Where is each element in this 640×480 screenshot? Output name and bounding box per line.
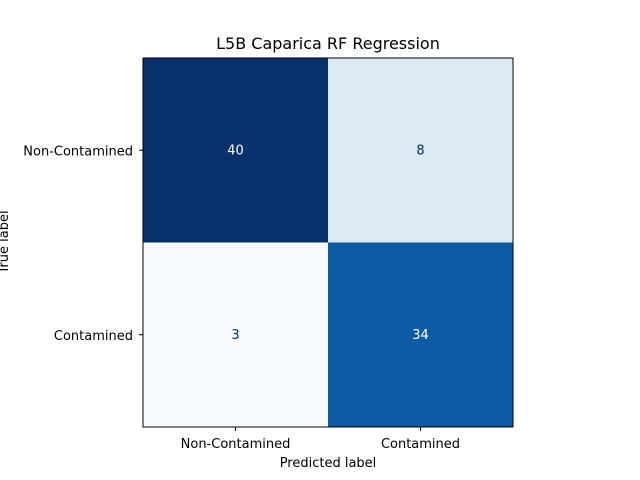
cell-value-label: 40 [227,143,244,158]
x-tick-label: Non-Contamined [181,437,291,452]
y-tick-label: Non-Contamined [23,144,133,159]
heatmap-cell-1-0 [143,242,329,428]
y-axis-label: True label [0,210,12,274]
heatmap-cell-1-1 [328,242,514,428]
chart-title: L5B Caparica RF Regression [216,34,440,53]
x-tick-label: Contamined [381,437,460,452]
cell-value-label: 8 [416,143,424,158]
plot-frame [142,57,514,428]
y-tick-label: Contamined [54,329,133,344]
heatmap-cells: 40 8 3 34 [143,58,514,428]
heatmap-cell-0-1 [328,58,514,243]
x-axis-label: Predicted label [280,456,377,471]
cell-value-label: 3 [231,328,239,343]
cell-value-label: 34 [412,328,429,343]
heatmap-cell-0-0 [143,58,329,243]
axis-ticks: Non-Contamined Contamined Non-Contamined Co… [23,144,460,452]
